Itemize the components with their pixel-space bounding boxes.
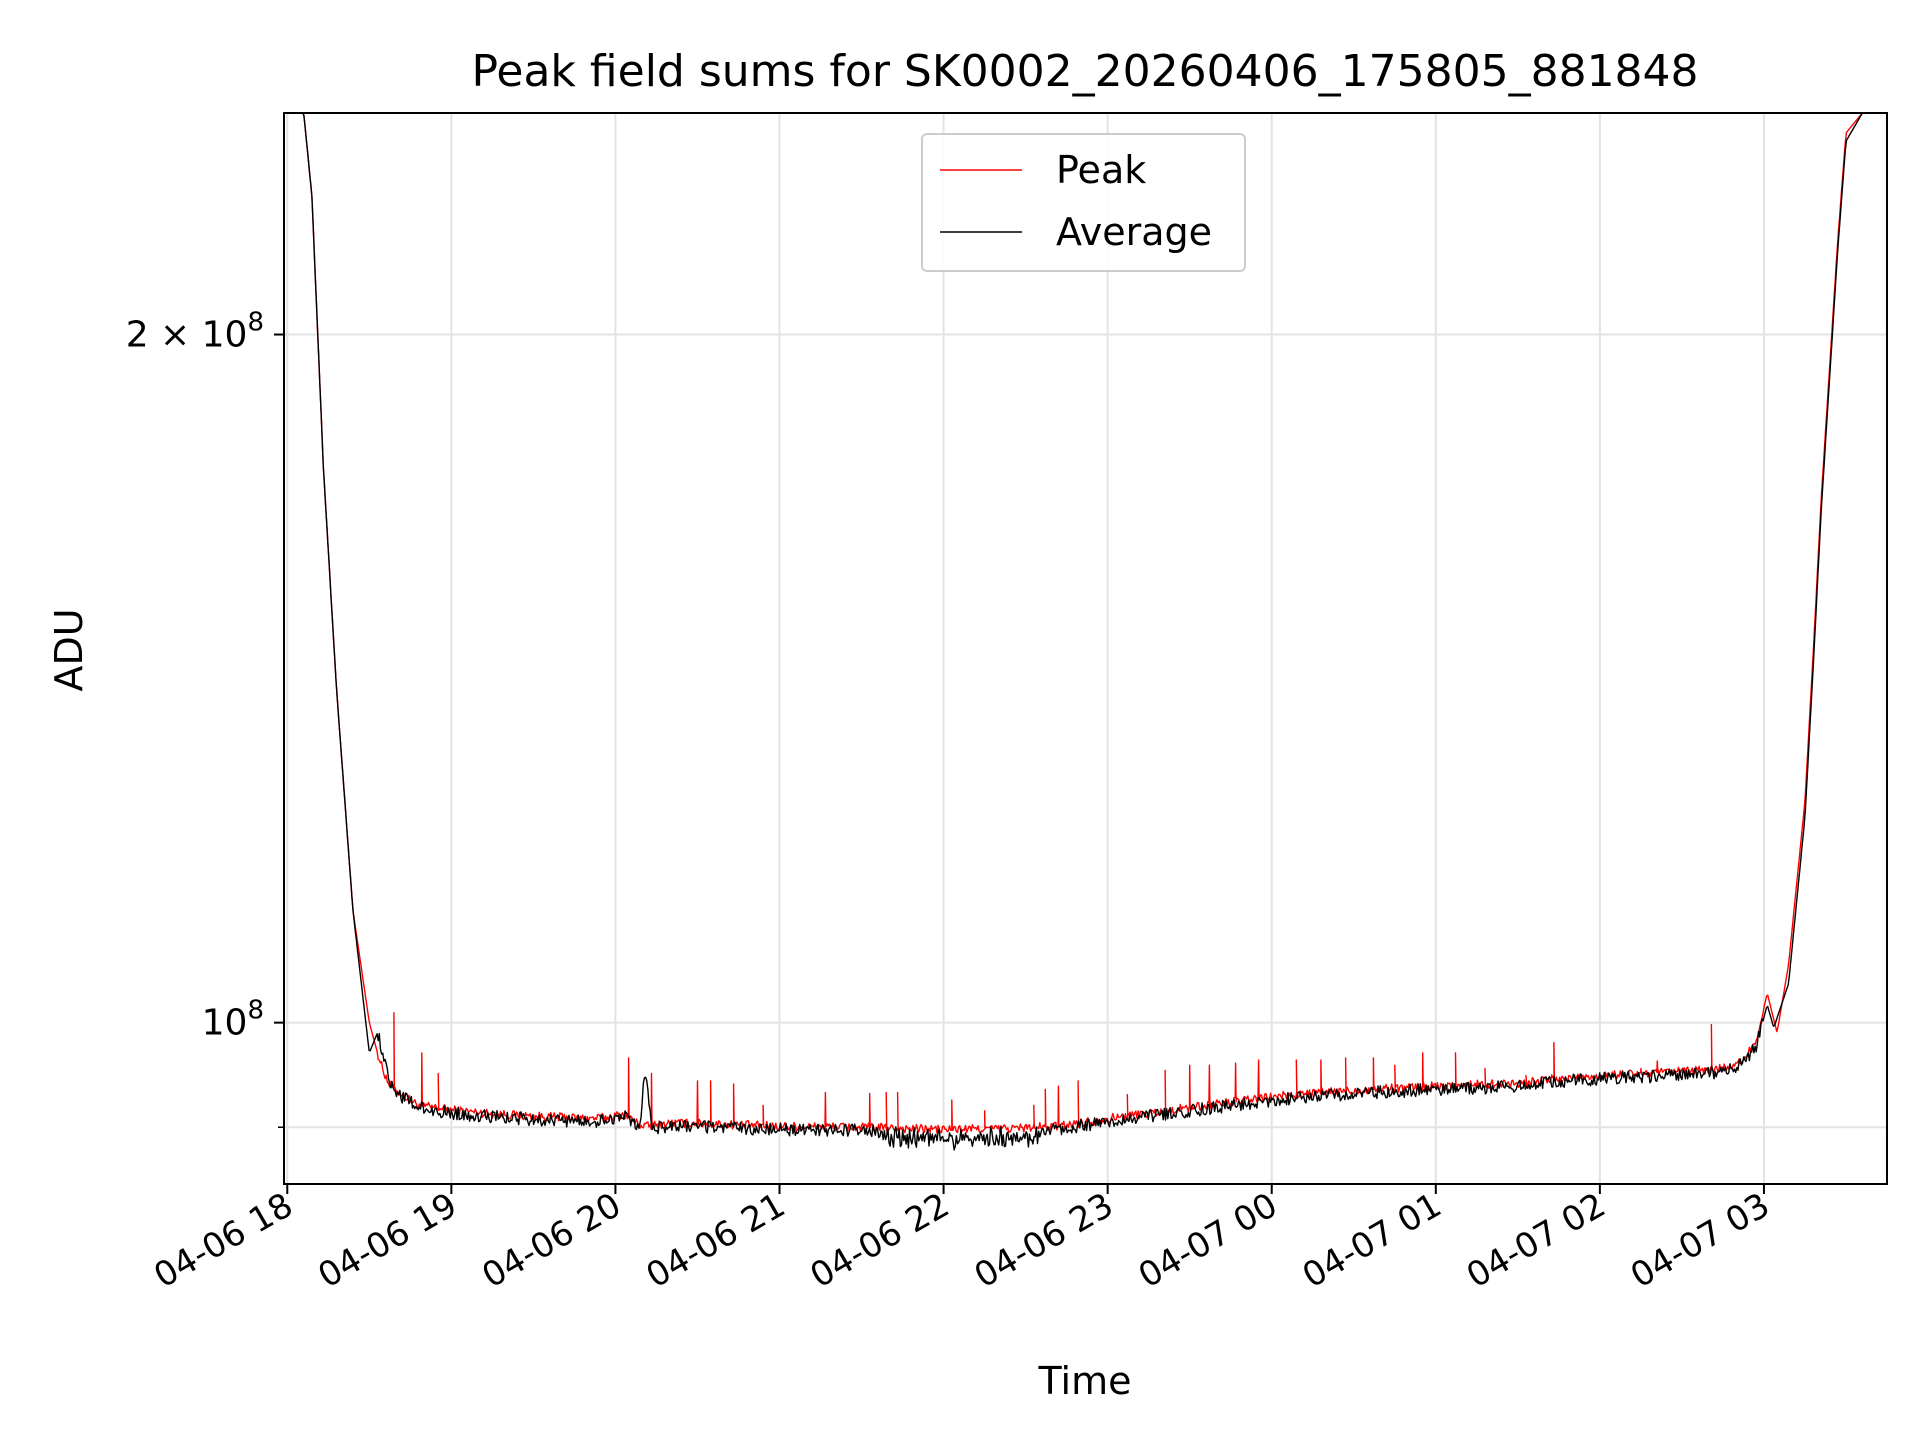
x-axis: 04-06 18 04-06 19 04-06 20 04-06 21 04-06 22… — [147, 1184, 1776, 1296]
plot-frame — [283, 112, 1888, 1185]
grid-lines — [284, 113, 1887, 1184]
x-tick-label: 04-07 01 — [1296, 1185, 1448, 1296]
y-tick-label: 2 × 108 — [126, 308, 264, 356]
legend-label-peak: Peak — [1056, 148, 1146, 192]
y-axis: 108 2 × 108 — [126, 308, 284, 1129]
y-axis-label: ADU — [47, 608, 91, 691]
x-tick-label: 04-07 02 — [1460, 1185, 1612, 1296]
x-tick-label: 04-07 03 — [1624, 1185, 1776, 1296]
x-tick-label: 04-06 21 — [640, 1185, 792, 1296]
x-axis-label: Time — [1038, 1359, 1132, 1403]
series-line-average — [285, 112, 1886, 1151]
legend: Peak Average — [921, 133, 1246, 272]
x-tick-label: 04-06 22 — [804, 1185, 956, 1296]
legend-label-average: Average — [1056, 210, 1212, 254]
x-tick-label: 04-06 20 — [476, 1185, 628, 1296]
x-tick-label: 04-07 00 — [1132, 1185, 1284, 1296]
x-tick-label: 04-06 23 — [968, 1185, 1120, 1296]
plot-series — [285, 112, 1886, 1151]
x-tick-label: 04-06 19 — [311, 1185, 463, 1296]
chart-title: Peak field sums for SK0002_20260406_1758… — [471, 46, 1698, 97]
legend-box — [921, 133, 1246, 272]
x-tick-label: 04-06 18 — [147, 1185, 299, 1296]
y-tick-label: 108 — [202, 996, 264, 1044]
